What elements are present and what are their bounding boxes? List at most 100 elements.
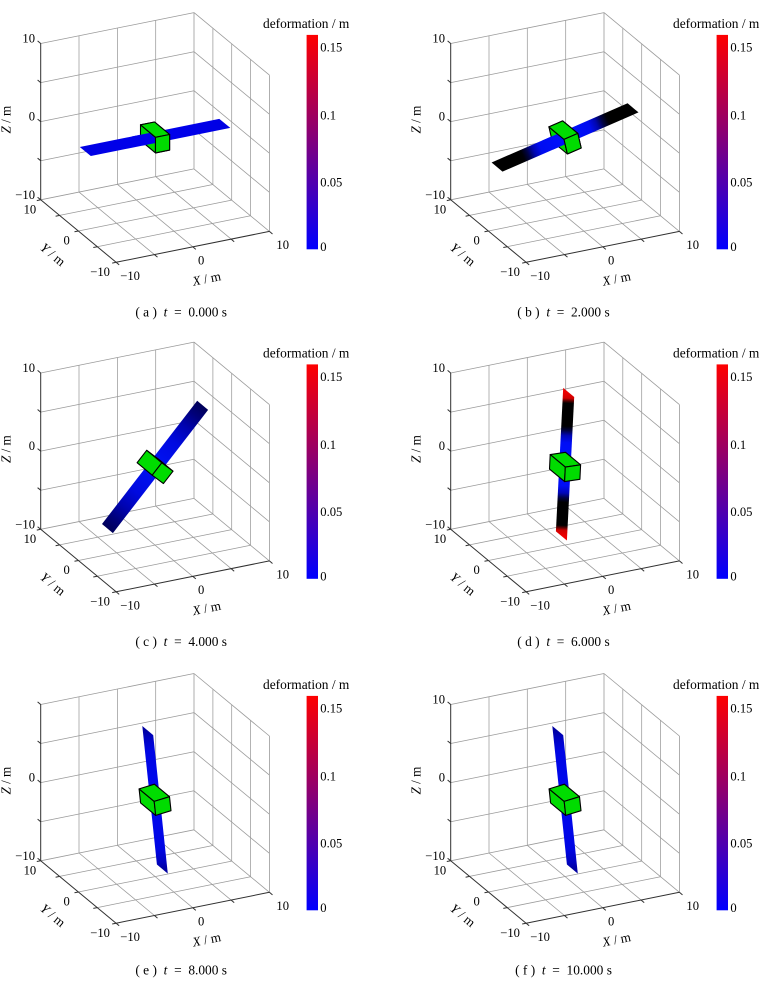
- svg-text:0: 0: [320, 901, 326, 915]
- svg-text:( c ) t = 4.000 s: ( c ) t = 4.000 s: [135, 634, 227, 649]
- svg-text:0: 0: [63, 563, 69, 577]
- svg-text:−10: −10: [530, 599, 550, 613]
- svg-text:−10: −10: [120, 599, 140, 613]
- svg-text:−10: −10: [15, 188, 35, 202]
- svg-text:−10: −10: [500, 265, 520, 279]
- svg-text:X / m: X / m: [600, 268, 633, 289]
- svg-text:( a ) t = 0.000 s: ( a ) t = 0.000 s: [135, 305, 227, 320]
- svg-text:−10: −10: [500, 594, 520, 608]
- svg-text:−10: −10: [15, 849, 35, 863]
- svg-text:−10: −10: [425, 517, 445, 531]
- svg-text:−10: −10: [90, 265, 110, 279]
- svg-text:0.15: 0.15: [730, 41, 752, 55]
- svg-text:0: 0: [473, 234, 479, 248]
- svg-text:10: 10: [22, 361, 35, 375]
- svg-text:10: 10: [24, 863, 37, 877]
- svg-text:X / m: X / m: [190, 598, 223, 619]
- svg-text:0.05: 0.05: [320, 505, 342, 519]
- svg-text:−10: −10: [120, 269, 140, 283]
- svg-text:deformation / m: deformation / m: [673, 16, 760, 31]
- svg-text:( b ) t = 2.000 s: ( b ) t = 2.000 s: [517, 305, 609, 320]
- svg-text:( f ) t = 10.000 s: ( f ) t = 10.000 s: [515, 962, 612, 977]
- svg-text:10: 10: [686, 568, 699, 582]
- svg-text:−10: −10: [15, 517, 35, 531]
- svg-text:0.05: 0.05: [730, 505, 752, 519]
- svg-text:10: 10: [276, 238, 289, 252]
- svg-text:0.05: 0.05: [730, 176, 752, 190]
- svg-text:0: 0: [439, 771, 445, 785]
- svg-text:10: 10: [432, 693, 445, 707]
- svg-text:0: 0: [730, 901, 736, 915]
- svg-text:0: 0: [198, 583, 204, 597]
- svg-text:Z / m: Z / m: [409, 434, 424, 463]
- svg-text:Z / m: Z / m: [409, 105, 424, 134]
- svg-text:0.05: 0.05: [730, 837, 752, 851]
- svg-text:0.1: 0.1: [730, 769, 746, 783]
- svg-text:10: 10: [276, 568, 289, 582]
- svg-text:0: 0: [29, 771, 35, 785]
- svg-text:0: 0: [608, 583, 614, 597]
- svg-text:deformation / m: deformation / m: [263, 677, 350, 692]
- svg-text:−10: −10: [90, 594, 110, 608]
- svg-text:Z / m: Z / m: [0, 434, 14, 463]
- svg-text:−10: −10: [500, 926, 520, 940]
- svg-text:0.15: 0.15: [320, 701, 342, 715]
- svg-text:( d ) t = 6.000 s: ( d ) t = 6.000 s: [517, 634, 609, 649]
- svg-text:0: 0: [730, 570, 736, 584]
- svg-text:0: 0: [63, 895, 69, 909]
- svg-text:−10: −10: [425, 188, 445, 202]
- svg-text:0.1: 0.1: [730, 109, 746, 123]
- svg-text:0: 0: [29, 110, 35, 124]
- svg-text:−10: −10: [120, 930, 140, 944]
- svg-text:0: 0: [198, 915, 204, 929]
- svg-text:0: 0: [320, 240, 326, 254]
- svg-text:0.15: 0.15: [730, 701, 752, 715]
- svg-text:10: 10: [22, 32, 35, 46]
- svg-text:0: 0: [198, 254, 204, 268]
- svg-text:X / m: X / m: [190, 929, 223, 950]
- svg-text:0.05: 0.05: [320, 176, 342, 190]
- svg-text:10: 10: [24, 532, 37, 546]
- svg-text:Z / m: Z / m: [0, 766, 14, 795]
- svg-text:0.1: 0.1: [730, 438, 746, 452]
- svg-text:0.1: 0.1: [320, 109, 336, 123]
- svg-text:Z / m: Z / m: [0, 105, 14, 134]
- svg-text:10: 10: [432, 361, 445, 375]
- svg-text:−10: −10: [425, 849, 445, 863]
- svg-text:0: 0: [63, 234, 69, 248]
- svg-text:deformation / m: deformation / m: [263, 16, 350, 31]
- svg-text:−10: −10: [90, 926, 110, 940]
- svg-text:0: 0: [320, 570, 326, 584]
- svg-text:10: 10: [434, 532, 447, 546]
- svg-text:Z / m: Z / m: [409, 766, 424, 795]
- svg-text:10: 10: [686, 238, 699, 252]
- svg-text:X / m: X / m: [190, 268, 223, 289]
- svg-text:0: 0: [608, 254, 614, 268]
- svg-text:10: 10: [276, 899, 289, 913]
- svg-text:0.05: 0.05: [320, 837, 342, 851]
- svg-text:10: 10: [434, 863, 447, 877]
- svg-text:0: 0: [473, 563, 479, 577]
- svg-text:10: 10: [24, 202, 37, 216]
- svg-text:10: 10: [434, 202, 447, 216]
- svg-text:0: 0: [608, 915, 614, 929]
- svg-text:10: 10: [432, 32, 445, 46]
- svg-text:deformation / m: deformation / m: [263, 346, 350, 361]
- svg-text:10: 10: [686, 899, 699, 913]
- svg-text:deformation / m: deformation / m: [673, 677, 760, 692]
- svg-text:0: 0: [439, 110, 445, 124]
- svg-text:( e ) t = 8.000 s: ( e ) t = 8.000 s: [135, 962, 227, 977]
- svg-text:X / m: X / m: [600, 598, 633, 619]
- svg-text:−10: −10: [530, 269, 550, 283]
- svg-text:0: 0: [473, 895, 479, 909]
- svg-text:X / m: X / m: [600, 929, 633, 950]
- svg-text:0.1: 0.1: [320, 769, 336, 783]
- svg-text:0.1: 0.1: [320, 438, 336, 452]
- svg-text:deformation / m: deformation / m: [673, 346, 760, 361]
- svg-text:0: 0: [730, 240, 736, 254]
- svg-text:−10: −10: [530, 930, 550, 944]
- svg-text:0: 0: [439, 439, 445, 453]
- svg-text:0.15: 0.15: [320, 41, 342, 55]
- svg-text:0.15: 0.15: [730, 370, 752, 384]
- svg-text:0: 0: [29, 439, 35, 453]
